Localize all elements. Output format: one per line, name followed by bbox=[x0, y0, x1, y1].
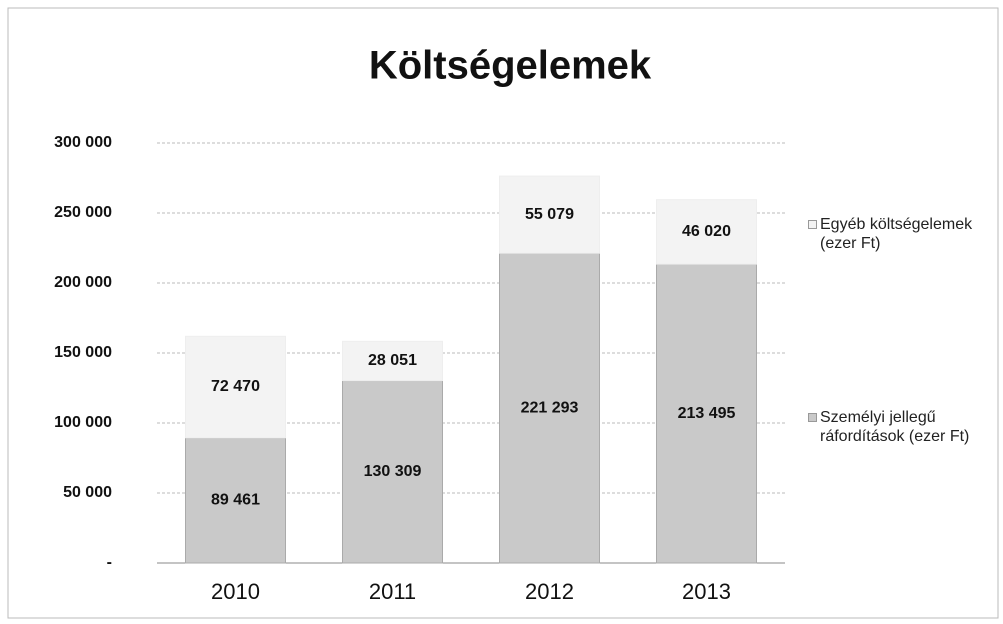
bar-segment bbox=[185, 437, 286, 564]
y-tick-label: 150 000 bbox=[54, 344, 112, 361]
x-tick-label: 2012 bbox=[525, 579, 574, 604]
data-label: 130 309 bbox=[364, 463, 422, 480]
legend-swatch bbox=[808, 413, 817, 422]
data-label: 72 470 bbox=[211, 378, 260, 395]
y-tick-label: 100 000 bbox=[54, 414, 112, 431]
legend-entry: Egyéb költségelemek (ezer Ft) bbox=[808, 215, 980, 253]
bar-segment bbox=[499, 252, 600, 564]
legend-label: Személyi jellegű ráfordítások (ezer Ft) bbox=[820, 409, 970, 445]
x-tick-label: 2011 bbox=[369, 579, 416, 604]
y-tick-label: - bbox=[107, 554, 112, 571]
data-label: 89 461 bbox=[211, 492, 260, 509]
y-tick-label: 200 000 bbox=[54, 274, 112, 291]
bar-segment bbox=[185, 335, 286, 439]
y-tick-label: 50 000 bbox=[63, 484, 112, 501]
y-tick-label: 250 000 bbox=[54, 204, 112, 221]
bar-segment bbox=[499, 175, 600, 254]
x-tick-label: 2013 bbox=[682, 579, 731, 604]
legend-entry: Személyi jellegű ráfordítások (ezer Ft) bbox=[808, 408, 980, 446]
data-label: 55 079 bbox=[525, 206, 574, 223]
data-label: 213 495 bbox=[678, 405, 736, 422]
y-tick-label: 300 000 bbox=[54, 134, 112, 151]
legend-label: Egyéb költségelemek (ezer Ft) bbox=[820, 216, 973, 252]
bar-segment bbox=[656, 263, 757, 564]
bar-segment bbox=[656, 199, 757, 265]
chart-title: Költségelemek bbox=[369, 44, 652, 88]
data-label: 46 020 bbox=[682, 223, 731, 240]
bar-segment bbox=[342, 340, 443, 382]
bar-segment bbox=[342, 380, 443, 564]
data-label: 221 293 bbox=[521, 399, 579, 416]
x-tick-label: 2010 bbox=[211, 579, 260, 604]
frame bbox=[7, 7, 999, 619]
data-label: 28 051 bbox=[368, 352, 417, 369]
legend-swatch bbox=[808, 220, 817, 229]
